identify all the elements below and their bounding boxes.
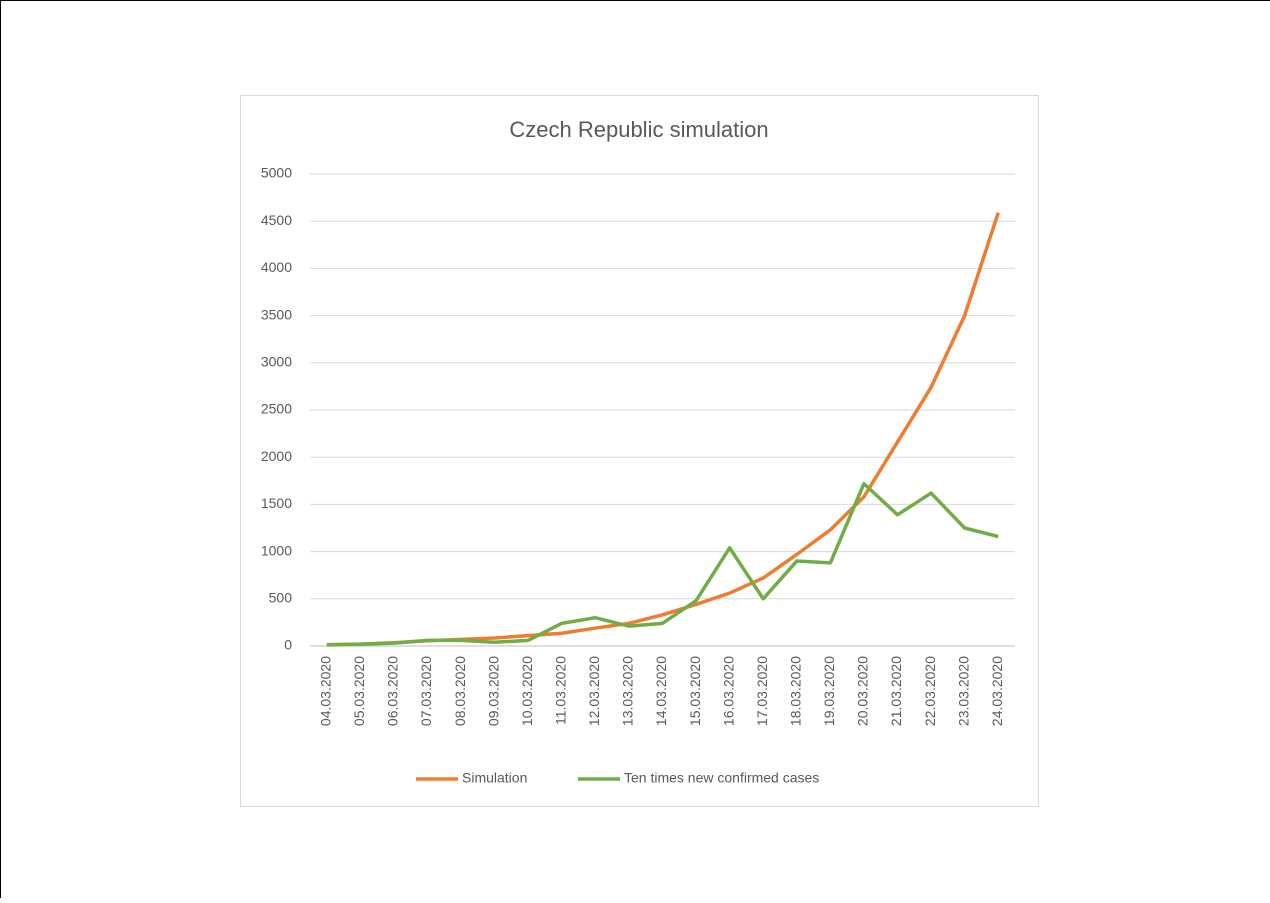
series-line: [326, 481, 999, 647]
x-tick-label: 23.03.2020: [955, 656, 971, 726]
x-tick-label: 05.03.2020: [351, 656, 367, 726]
y-tick-label: 500: [269, 590, 293, 606]
x-tick-label: 13.03.2020: [620, 656, 636, 726]
legend-label: Simulation: [462, 770, 527, 786]
y-tick-label: 3000: [261, 354, 292, 370]
y-tick-label: 2500: [261, 401, 292, 417]
y-tick-label: 2000: [261, 448, 292, 464]
y-tick-label: 0: [284, 637, 292, 653]
x-tick-label: 16.03.2020: [720, 656, 736, 726]
x-tick-label: 19.03.2020: [821, 656, 837, 726]
chart-title: Czech Republic simulation: [509, 117, 768, 142]
x-tick-label: 09.03.2020: [485, 656, 501, 726]
x-tick-label: 20.03.2020: [855, 656, 871, 726]
x-tick-label: 07.03.2020: [418, 656, 434, 726]
legend-label: Ten times new confirmed cases: [624, 770, 819, 786]
x-tick-label: 22.03.2020: [922, 656, 938, 726]
y-tick-label: 4000: [261, 259, 292, 275]
x-tick-label: 08.03.2020: [452, 656, 468, 726]
x-tick-label: 06.03.2020: [385, 656, 401, 726]
x-tick-label: 15.03.2020: [687, 656, 703, 726]
y-tick-label: 4500: [261, 212, 292, 228]
x-tick-label: 18.03.2020: [787, 656, 803, 726]
x-tick-label: 11.03.2020: [552, 656, 568, 725]
x-tick-label: 10.03.2020: [519, 656, 535, 726]
x-tick-label: 14.03.2020: [653, 656, 669, 726]
y-tick-label: 5000: [261, 165, 292, 181]
y-tick-label: 3500: [261, 306, 292, 322]
x-tick-label: 04.03.2020: [317, 656, 333, 726]
x-tick-label: 12.03.2020: [586, 656, 602, 726]
chart-area: [240, 95, 1039, 807]
x-tick-label: 17.03.2020: [754, 656, 770, 726]
x-tick-label: 24.03.2020: [989, 656, 1005, 726]
y-tick-label: 1000: [261, 542, 292, 558]
x-tick-label: 21.03.2020: [888, 656, 904, 726]
y-tick-label: 1500: [261, 495, 292, 511]
